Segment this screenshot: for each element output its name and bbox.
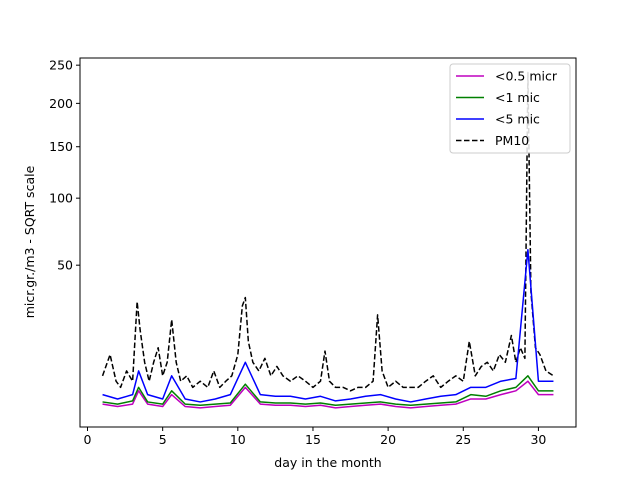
series-line-0-5-micr <box>102 380 554 409</box>
series-line-1-mic <box>102 375 554 407</box>
y-tick-label: 250 <box>49 58 73 73</box>
x-tick-label: 5 <box>159 432 167 447</box>
x-axis-label: day in the month <box>274 455 381 470</box>
series-line-pm10 <box>101 71 554 392</box>
x-axis: 0 5 10 15 20 25 30 <box>84 427 546 447</box>
legend-label-5-mic: <5 mic <box>495 112 540 127</box>
legend: <0.5 micr <1 mic <5 mic PM10 <box>449 63 571 154</box>
plot-frame <box>79 57 577 428</box>
y-tick-label: 200 <box>49 96 73 111</box>
x-tick-label: 0 <box>84 432 92 447</box>
y-tick-label: 50 <box>57 258 73 273</box>
x-tick-label: 15 <box>305 432 321 447</box>
y-tick-label: 150 <box>49 139 73 154</box>
x-tick-label: 10 <box>230 432 246 447</box>
y-tick-label: 100 <box>49 191 73 206</box>
x-tick-label: 30 <box>530 432 546 447</box>
y-axis-label: micr.gr./m3 - SQRT scale <box>22 165 37 318</box>
series-line-5-mic <box>102 248 554 403</box>
y-axis: 50 100 150 200 250 <box>49 58 80 273</box>
x-tick-label: 20 <box>380 432 396 447</box>
legend-label-pm10: PM10 <box>495 133 529 148</box>
legend-label-0-5-micr: <0.5 micr <box>495 69 558 84</box>
legend-entries: <0.5 micr <1 mic <5 mic PM10 <box>456 69 558 148</box>
series-layer <box>101 71 554 409</box>
x-tick-label: 25 <box>455 432 471 447</box>
legend-label-1-mic: <1 mic <box>495 90 540 105</box>
legend-box <box>449 63 571 154</box>
